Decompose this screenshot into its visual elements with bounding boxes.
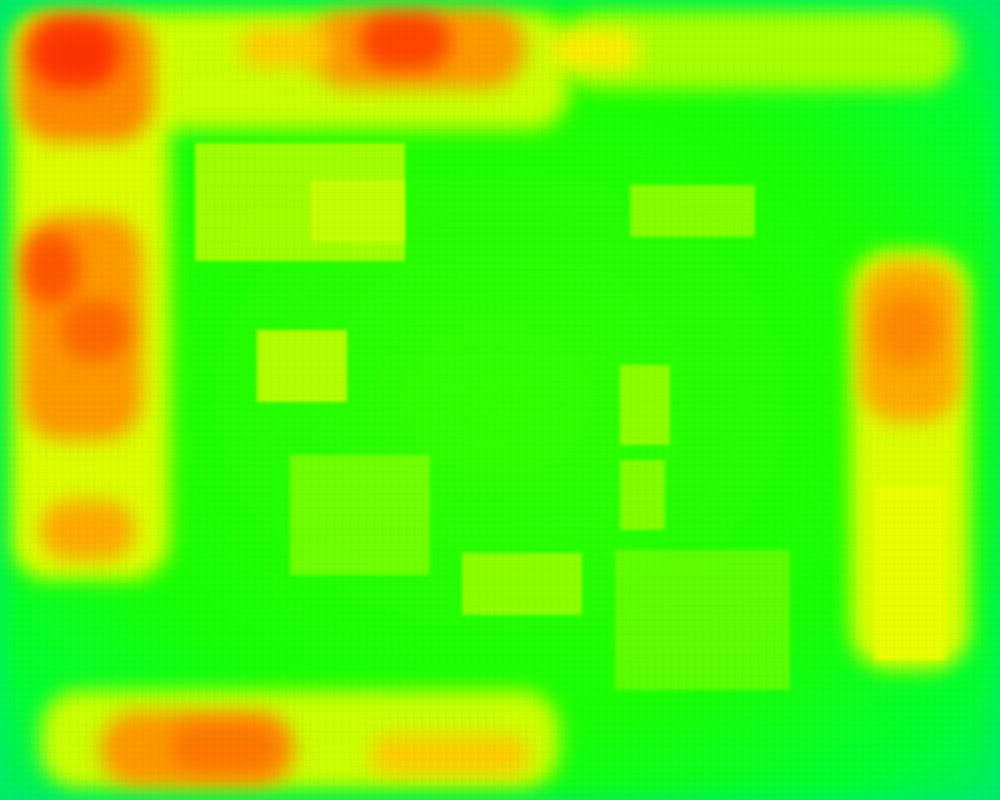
hotspot-core <box>24 232 79 304</box>
heat-cell <box>875 485 945 660</box>
hotspot <box>240 28 330 68</box>
heat-cell <box>620 365 670 445</box>
hotspot <box>370 735 530 775</box>
heat-cell <box>620 460 665 530</box>
heat-cell <box>462 553 582 615</box>
heat-cell <box>310 180 405 242</box>
heat-cell <box>615 550 790 690</box>
heat-cell <box>290 455 430 575</box>
hotspot <box>550 30 640 70</box>
hotspot-core <box>170 722 280 772</box>
heat-cell <box>630 185 755 237</box>
hotspot-core <box>360 12 450 70</box>
hotspot-core <box>875 295 940 365</box>
hotspot <box>40 500 135 560</box>
hotspot-core <box>30 18 120 88</box>
hotspot-core <box>60 300 130 360</box>
heat-cell <box>257 330 347 402</box>
